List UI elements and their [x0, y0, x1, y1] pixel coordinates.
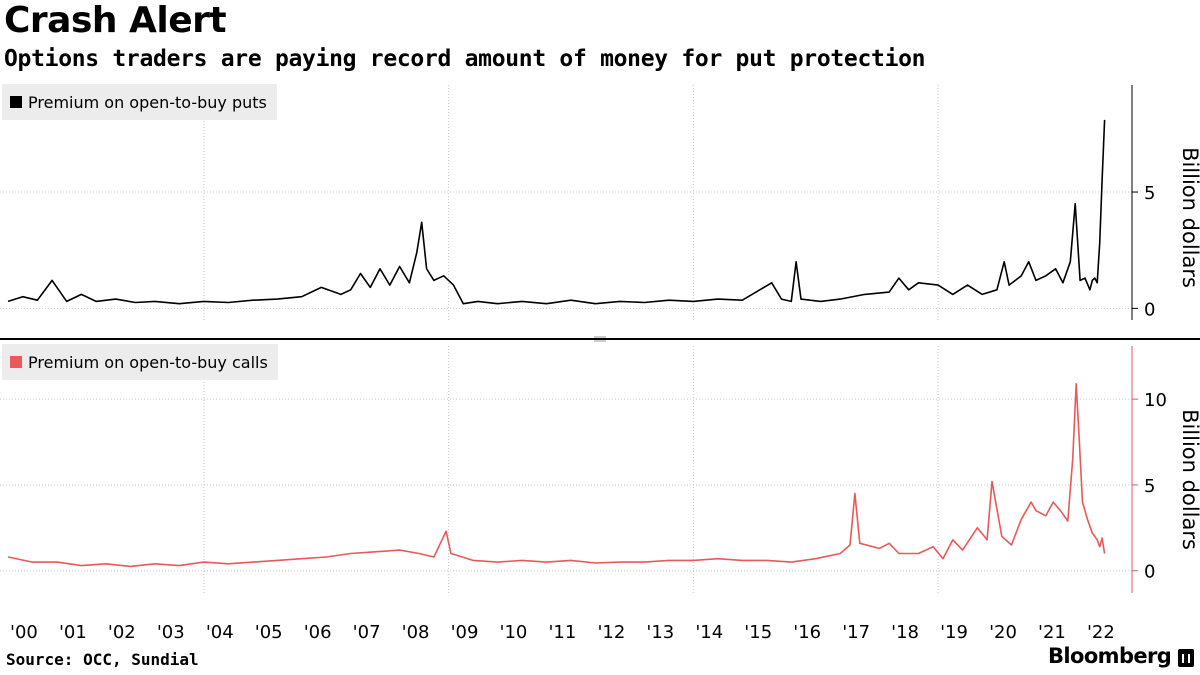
x-tick-label: '03	[157, 622, 185, 643]
x-tick-label: '01	[59, 622, 87, 643]
x-tick-label: '02	[108, 622, 136, 643]
series-line-calls	[7, 382, 1106, 568]
x-tick-label: '20	[989, 622, 1017, 643]
x-tick-label: '10	[500, 622, 528, 643]
x-tick-label: '22	[1087, 622, 1115, 643]
y-tick-label: 10	[1144, 390, 1167, 411]
series-line-puts	[7, 119, 1106, 305]
x-tick-label: '21	[1038, 622, 1066, 643]
x-tick-label: '12	[597, 622, 625, 643]
y-axis-title: Billion dollars	[1178, 409, 1200, 550]
x-tick-label: '17	[842, 622, 870, 643]
x-tick-label: '13	[646, 622, 674, 643]
y-tick-label: 5	[1144, 476, 1155, 497]
y-axis-title: Billion dollars	[1178, 147, 1200, 288]
y-tick-label: 5	[1144, 183, 1155, 204]
x-tick-label: '00	[10, 622, 38, 643]
chart-subtitle: Options traders are paying record amount…	[4, 46, 926, 72]
x-tick-label: '04	[206, 622, 234, 643]
y-tick-label: 0	[1144, 299, 1155, 320]
x-tick-label: '16	[793, 622, 821, 643]
x-tick-label: '14	[695, 622, 723, 643]
x-tick-label: '11	[548, 622, 576, 643]
x-tick-label: '09	[451, 622, 479, 643]
x-tick-label: '06	[304, 622, 332, 643]
bloomberg-terminal-icon	[1178, 649, 1194, 667]
x-tick-label: '18	[891, 622, 919, 643]
legend-label-calls: Premium on open-to-buy calls	[28, 352, 268, 372]
source-note: Source: OCC, Sundial	[6, 650, 199, 669]
x-tick-label: '19	[940, 622, 968, 643]
bloomberg-logo: Bloomberg	[1048, 644, 1172, 668]
legend-puts: Premium on open-to-buy puts	[2, 84, 277, 120]
legend-swatch-puts	[10, 96, 22, 108]
x-tick-label: '08	[402, 622, 430, 643]
legend-calls: Premium on open-to-buy calls	[2, 344, 278, 380]
y-tick-label: 0	[1144, 562, 1155, 583]
chart-title: Crash Alert	[4, 0, 227, 41]
legend-label-puts: Premium on open-to-buy puts	[28, 92, 267, 112]
legend-swatch-calls	[10, 356, 22, 368]
x-tick-label: '07	[353, 622, 381, 643]
x-tick-label: '05	[255, 622, 283, 643]
x-tick-label: '15	[744, 622, 772, 643]
